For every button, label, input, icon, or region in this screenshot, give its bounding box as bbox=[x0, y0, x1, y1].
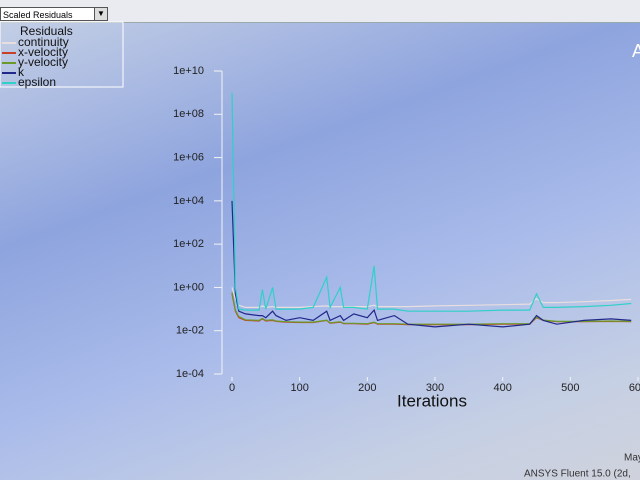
legend-box bbox=[0, 21, 124, 88]
residual-line bbox=[231, 200, 632, 328]
y-tick-label: 1e-02 bbox=[176, 325, 204, 337]
y-tick-label: 1e+08 bbox=[173, 108, 204, 120]
x-tick-label: 300 bbox=[426, 382, 444, 394]
chart-title: A bbox=[632, 41, 640, 61]
x-tick-label: 600 bbox=[629, 382, 640, 394]
legend-label: k bbox=[18, 65, 25, 79]
legend-label: epsilon bbox=[18, 75, 56, 89]
legend-label: continuity bbox=[18, 35, 69, 49]
x-tick-label: 500 bbox=[561, 382, 579, 394]
dropdown-text: Scaled Residuals bbox=[3, 10, 73, 20]
residual-line bbox=[231, 92, 632, 312]
x-tick-label: 400 bbox=[493, 382, 511, 394]
footer-version: ANSYS Fluent 15.0 (2d, bbox=[524, 469, 631, 480]
legend-label: y-velocity bbox=[18, 55, 68, 69]
toolbar: Scaled Residuals ▼ bbox=[0, 0, 640, 23]
plot-dropdown[interactable]: Scaled Residuals ▼ bbox=[0, 7, 108, 21]
residual-line bbox=[231, 287, 632, 309]
x-tick-label: 200 bbox=[358, 382, 376, 394]
dropdown-arrow[interactable]: ▼ bbox=[94, 8, 107, 20]
y-tick-label: 1e+02 bbox=[173, 238, 204, 250]
residual-line bbox=[231, 292, 632, 325]
footer-date: May bbox=[624, 453, 640, 464]
y-tick-label: 1e+10 bbox=[173, 65, 204, 77]
y-tick-label: 1e+06 bbox=[173, 151, 204, 163]
y-tick-label: 1e+00 bbox=[173, 281, 204, 293]
x-tick-label: 0 bbox=[229, 382, 235, 394]
y-tick-label: 1e-04 bbox=[176, 368, 204, 380]
x-axis-label: Iterations bbox=[397, 391, 467, 410]
y-tick-label: 1e+04 bbox=[173, 195, 204, 207]
legend-label: x-velocity bbox=[18, 45, 68, 59]
legend-title: Residuals bbox=[20, 24, 73, 38]
x-tick-label: 100 bbox=[290, 382, 308, 394]
